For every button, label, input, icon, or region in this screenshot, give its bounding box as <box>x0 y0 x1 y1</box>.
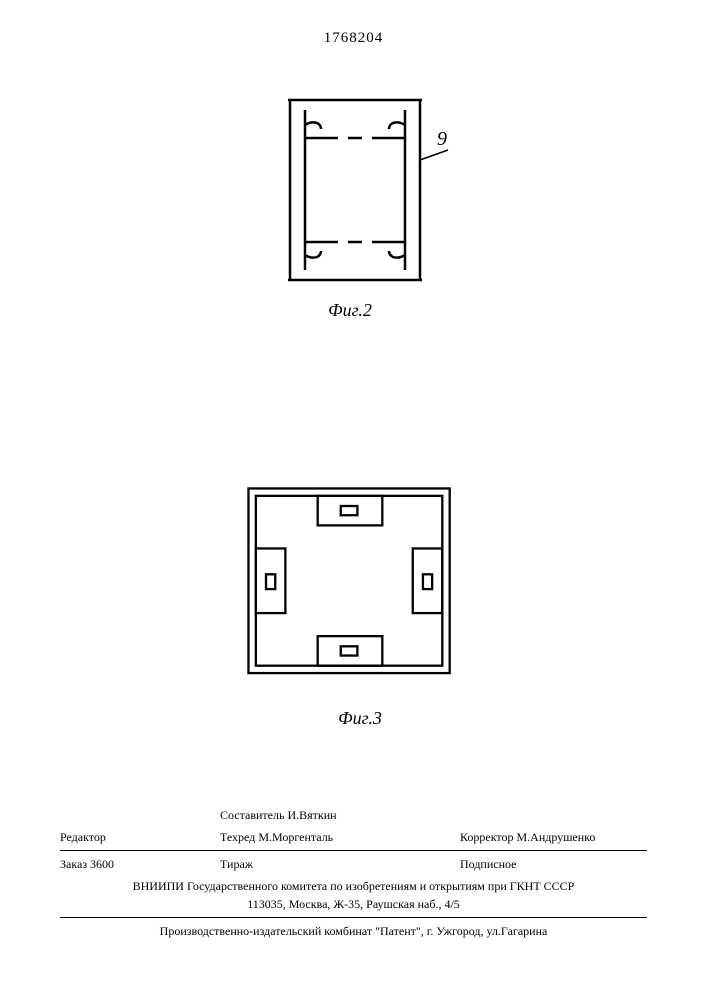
figure-2-callout-9: 9 <box>437 128 447 151</box>
subscription-text: Подписное <box>460 855 647 873</box>
editor-label: Редактор <box>60 828 220 846</box>
document-number: 1768204 <box>0 30 707 47</box>
order-text: Заказ 3600 <box>60 855 220 873</box>
footer-divider-1 <box>60 850 647 851</box>
tirazh-label: Тираж <box>220 855 460 873</box>
figure-2-label: Фиг.2 <box>300 300 400 321</box>
corrector-text: Корректор М.Андрушенко <box>460 828 647 846</box>
figure-3-drawing <box>220 470 480 710</box>
techred-text: Техред М.Моргенталь <box>220 828 460 846</box>
compiler-text: Составитель И.Вяткин <box>220 806 460 824</box>
footer-divider-2 <box>60 917 647 918</box>
printer-text: Производственно-издательский комбинат "П… <box>60 922 647 940</box>
patent-page: 1768204 <box>0 0 707 1000</box>
figure-3-label: Фиг.3 <box>310 708 410 729</box>
org-line-2: 113035, Москва, Ж-35, Раушская наб., 4/5 <box>60 895 647 913</box>
org-line-1: ВНИИПИ Государственного комитета по изоб… <box>60 877 647 895</box>
footer-block: Составитель И.Вяткин Редактор Техред М.М… <box>60 806 647 940</box>
figure-2-drawing <box>250 80 470 310</box>
